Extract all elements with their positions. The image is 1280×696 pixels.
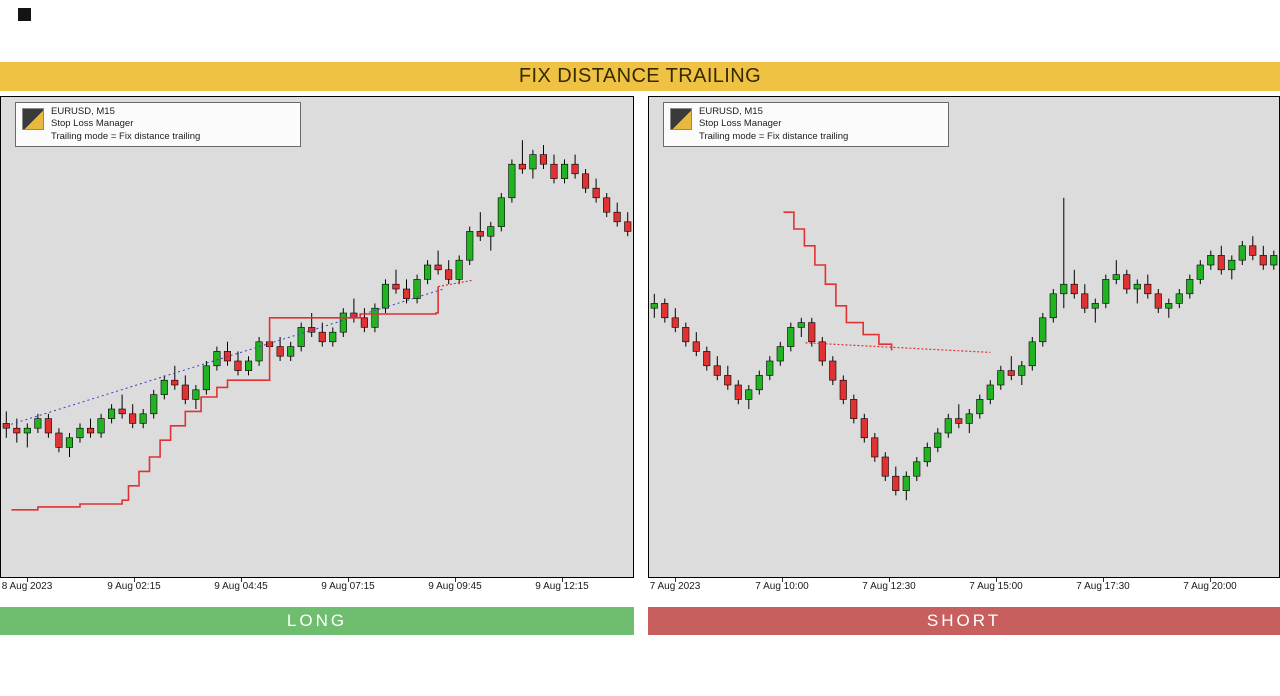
indicator-mode-label: Trailing mode = Fix distance trailing bbox=[51, 130, 201, 142]
short-banner: SHORT bbox=[648, 607, 1280, 635]
axis-tick-label: 7 Aug 10:00 bbox=[755, 581, 809, 592]
axis-tick bbox=[241, 578, 242, 582]
axis-tick bbox=[455, 578, 456, 582]
logo-mark bbox=[18, 8, 31, 21]
axis-tick bbox=[348, 578, 349, 582]
indicator-info-lines: EURUSD, M15 Stop Loss Manager Trailing m… bbox=[699, 106, 848, 143]
indicator-logo-icon bbox=[22, 108, 44, 130]
indicator-name-label: Stop Loss Manager bbox=[51, 118, 134, 130]
chart-symbol-label: EURUSD, M15 bbox=[699, 106, 763, 117]
axis-tick-label: 7 Aug 12:30 bbox=[862, 581, 916, 592]
axis-tick bbox=[27, 578, 28, 582]
axis-tick bbox=[782, 578, 783, 582]
axis-tick bbox=[889, 578, 890, 582]
candles bbox=[2, 140, 632, 457]
indicator-info-box: EURUSD, M15 Stop Loss Manager Trailing m… bbox=[663, 102, 949, 148]
axis-tick-label: 9 Aug 09:45 bbox=[428, 581, 482, 592]
chart-symbol-label: EURUSD, M15 bbox=[51, 106, 115, 117]
trailing-stop-line bbox=[11, 286, 439, 511]
axis-tick bbox=[562, 578, 563, 582]
axis-tick-label: 9 Aug 04:45 bbox=[214, 581, 268, 592]
indicator-mode-label: Trailing mode = Fix distance trailing bbox=[699, 130, 849, 142]
indicator-info-box: EURUSD, M15 Stop Loss Manager Trailing m… bbox=[15, 102, 301, 148]
axis-tick bbox=[1210, 578, 1211, 582]
page-title: FIX DISTANCE TRAILING bbox=[518, 65, 762, 87]
long-banner-label: LONG bbox=[286, 611, 348, 630]
chart-panel-long: EURUSD, M15 Stop Loss Manager Trailing m… bbox=[0, 96, 634, 594]
indicator-info-lines: EURUSD, M15 Stop Loss Manager Trailing m… bbox=[51, 106, 200, 143]
indicator-name-label: Stop Loss Manager bbox=[699, 118, 782, 130]
long-banner: LONG bbox=[0, 607, 634, 635]
axis-tick-label: 8 Aug 2023 bbox=[1, 581, 53, 592]
time-axis-short: 7 Aug 2023 7 Aug 10:00 7 Aug 12:30 7 Aug 15… bbox=[648, 578, 1280, 594]
axis-tick bbox=[996, 578, 997, 582]
candlestick-chart-long[interactable] bbox=[1, 97, 633, 577]
chart-short[interactable]: EURUSD, M15 Stop Loss Manager Trailing m… bbox=[648, 96, 1280, 578]
candlestick-chart-short[interactable] bbox=[649, 97, 1279, 577]
axis-tick bbox=[134, 578, 135, 582]
time-axis-long: 8 Aug 2023 9 Aug 02:15 9 Aug 04:45 9 Aug 07… bbox=[0, 578, 634, 594]
axis-tick bbox=[1103, 578, 1104, 582]
short-banner-label: SHORT bbox=[926, 611, 1002, 630]
axis-tick-label: 9 Aug 02:15 bbox=[107, 581, 161, 592]
trailing-stop-projection bbox=[437, 279, 472, 288]
title-banner: FIX DISTANCE TRAILING bbox=[0, 62, 1280, 91]
axis-tick-label: 7 Aug 17:30 bbox=[1076, 581, 1130, 592]
axis-tick-label: 7 Aug 15:00 bbox=[969, 581, 1023, 592]
axis-tick-label: 7 Aug 2023 bbox=[649, 581, 701, 592]
entry-trend-line bbox=[6, 288, 444, 427]
axis-tick-label: 9 Aug 12:15 bbox=[535, 581, 589, 592]
axis-tick-label: 7 Aug 20:00 bbox=[1183, 581, 1237, 592]
axis-tick-label: 9 Aug 07:15 bbox=[321, 581, 375, 592]
trailing-stop-line bbox=[783, 211, 893, 351]
trailing-stop-projection bbox=[805, 342, 991, 353]
axis-tick bbox=[675, 578, 676, 582]
indicator-logo-icon bbox=[670, 108, 692, 130]
candles bbox=[650, 197, 1278, 501]
chart-long[interactable]: EURUSD, M15 Stop Loss Manager Trailing m… bbox=[0, 96, 634, 578]
chart-panel-short: EURUSD, M15 Stop Loss Manager Trailing m… bbox=[648, 96, 1280, 594]
